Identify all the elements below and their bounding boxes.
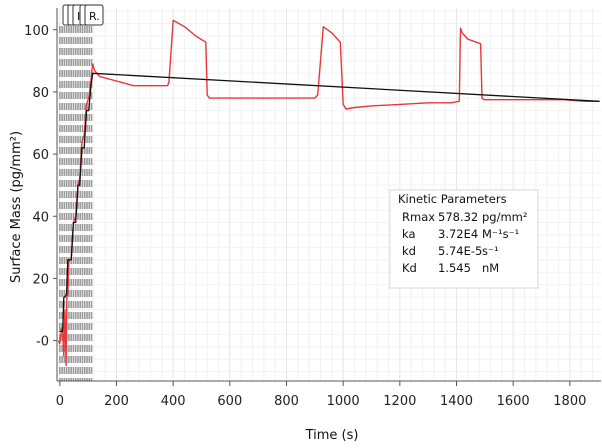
y-tick-label: 100 bbox=[24, 24, 49, 39]
kinetic-parameter-value: 3.72E4 bbox=[438, 227, 478, 241]
marker-tab[interactable]: R. bbox=[84, 4, 104, 26]
y-axis-title: Surface Mass (pg/mm²) bbox=[9, 131, 24, 283]
kinetic-parameter-value: 1.545 bbox=[438, 261, 471, 275]
marker-tab-label: I bbox=[77, 10, 80, 23]
x-tick-label: 0 bbox=[56, 394, 64, 409]
x-tick-label: 600 bbox=[217, 394, 242, 409]
kinetic-parameter-row: Rmax 578.32 pg/mm² bbox=[402, 210, 528, 224]
series-line-measured bbox=[57, 19, 600, 367]
x-tick-labels: 0 200 400 600 800 1000 1200 1400 1600 1800 bbox=[56, 381, 586, 409]
axes bbox=[56, 8, 601, 382]
x-tick-label: 800 bbox=[274, 394, 299, 409]
x-tick-label: 200 bbox=[104, 394, 129, 409]
kinetic-parameter-name: kd bbox=[402, 244, 416, 258]
x-tick-label: 400 bbox=[161, 394, 186, 409]
kinetic-parameters-title: Kinetic Parameters bbox=[398, 192, 507, 206]
y-tick-label: 40 bbox=[32, 210, 49, 225]
series-lines bbox=[57, 19, 600, 367]
x-tick-label: 1000 bbox=[327, 394, 360, 409]
x-tick-label: 1200 bbox=[383, 394, 416, 409]
y-tick-label: -0 bbox=[36, 335, 49, 350]
kinetic-parameter-unit: s⁻¹ bbox=[482, 244, 499, 258]
kinetic-parameter-value: 5.74E-5 bbox=[438, 244, 482, 258]
marker-tab-frame bbox=[84, 4, 104, 26]
kinetic-parameter-unit: pg/mm² bbox=[482, 210, 528, 224]
y-tick-label: 20 bbox=[32, 272, 49, 287]
kinetic-parameter-unit: nM bbox=[482, 261, 499, 275]
kinetic-parameters-rows: Rmax 578.32 pg/mm² ka 3.72E4 M⁻¹s⁻¹ kd 5.74E-5 s… bbox=[402, 210, 528, 275]
kinetic-parameter-row: kd 5.74E-5 s⁻¹ bbox=[402, 244, 499, 258]
kinetic-parameter-value: 578.32 bbox=[438, 210, 478, 224]
x-axis-title: Time (s) bbox=[305, 428, 359, 443]
y-tick-label: 60 bbox=[32, 148, 49, 163]
kinetic-parameter-name: Kd bbox=[402, 261, 417, 275]
kinetic-parameter-row: ka 3.72E4 M⁻¹s⁻¹ bbox=[402, 227, 519, 241]
y-tick-labels: -0 20 40 60 80 100 bbox=[24, 24, 57, 350]
kinetic-parameter-name: Rmax bbox=[402, 210, 435, 224]
kinetic-parameter-name: ka bbox=[402, 227, 416, 241]
x-tick-label: 1600 bbox=[497, 394, 530, 409]
marker-tab-label: R. bbox=[89, 10, 100, 23]
series-line-fit bbox=[59, 72, 600, 332]
x-tick-label: 1800 bbox=[553, 394, 586, 409]
kinetic-parameter-row: Kd 1.545 nM bbox=[402, 261, 499, 275]
kinetic-parameters-box: Kinetic Parameters Rmax 578.32 pg/mm² ka 3.7… bbox=[389, 189, 539, 289]
y-tick-label: 80 bbox=[32, 86, 49, 101]
kinetic-parameter-unit: M⁻¹s⁻¹ bbox=[482, 227, 519, 241]
marker-tabs[interactable]: I R. bbox=[62, 4, 104, 26]
kinetic-parameters-frame bbox=[389, 189, 539, 289]
x-tick-label: 1400 bbox=[440, 394, 473, 409]
